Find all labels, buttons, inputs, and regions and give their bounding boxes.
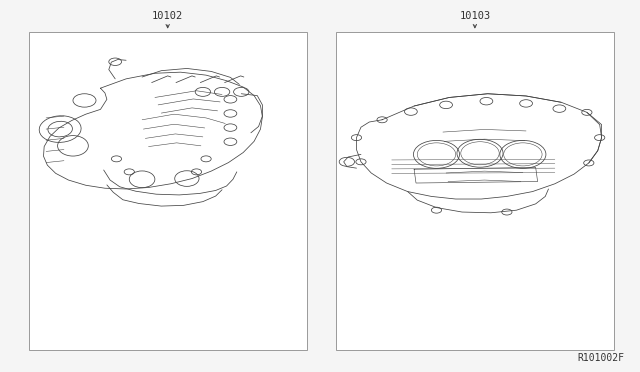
Bar	[29, 32, 307, 350]
Text: 10102: 10102	[152, 11, 183, 20]
Bar	[336, 32, 614, 350]
Text: R101002F: R101002F	[577, 353, 624, 363]
Text: 10103: 10103	[460, 11, 490, 20]
